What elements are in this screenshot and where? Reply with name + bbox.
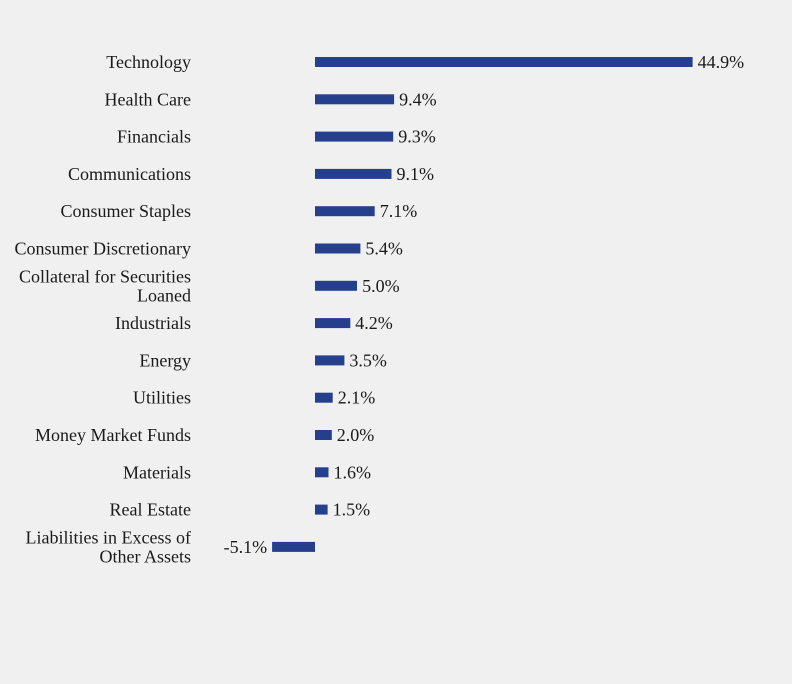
bar-financials (315, 131, 394, 142)
value-label-money-market-funds: 2.0% (337, 425, 375, 445)
category-label-industrials: Industrials (115, 313, 191, 333)
bar-communications (315, 168, 392, 179)
category-label-energy: Energy (139, 350, 191, 370)
category-label-line: Loaned (137, 285, 191, 305)
value-label-industrials: 4.2% (355, 313, 393, 333)
bar-real-estate (315, 504, 328, 515)
value-label-consumer-discretionary: 5.4% (365, 239, 403, 259)
category-label-money-market-funds: Money Market Funds (35, 425, 191, 445)
category-label-line: Materials (123, 462, 191, 482)
bar-technology (315, 57, 693, 67)
bar-consumer-staples (315, 206, 375, 217)
bar-industrials (315, 318, 351, 329)
value-labels-group: 44.9% 9.4% 9.3% 9.1% 7.1% 5.4% 5.0% 4.2% 3.5% 2.1… (224, 52, 745, 557)
category-label-line: Utilities (133, 388, 191, 408)
bar-money-market-funds (315, 430, 332, 440)
value-label-communications: 9.1% (397, 164, 435, 184)
category-label-technology: Technology (106, 52, 191, 72)
category-label-consumer-staples: Consumer Staples (61, 201, 192, 221)
value-label-liabilities-in-excess-of-other-assets: -5.1% (224, 537, 268, 557)
category-label-line: Liabilities in Excess of (26, 527, 191, 547)
category-label-line: Financials (117, 127, 191, 147)
bar-liabilities-in-excess-of-other-assets (272, 541, 315, 552)
value-label-technology: 44.9% (698, 52, 745, 72)
category-label-line: Energy (139, 350, 191, 370)
value-label-energy: 3.5% (349, 350, 387, 370)
value-label-financials: 9.3% (398, 127, 436, 147)
category-labels-group: Technology Health Care Financials Communica… (15, 52, 191, 566)
value-label-health-care: 9.4% (399, 89, 437, 109)
category-label-line: Other Assets (100, 546, 192, 566)
category-label-line: Consumer Discretionary (15, 239, 191, 259)
category-label-line: Real Estate (110, 500, 191, 520)
category-label-health-care: Health Care (105, 89, 191, 109)
bars-group (272, 57, 693, 552)
bar-collateral-for-securities-loaned (315, 280, 357, 291)
category-label-financials: Financials (117, 127, 191, 147)
category-label-consumer-discretionary: Consumer Discretionary (15, 239, 191, 259)
bar-utilities (315, 392, 333, 403)
category-label-liabilities-in-excess-of-other-assets: Liabilities in Excess of Other Assets (26, 527, 191, 566)
bar-consumer-discretionary (315, 243, 361, 254)
category-label-line: Collateral for Securities (19, 266, 191, 286)
value-label-utilities: 2.1% (338, 388, 376, 408)
bar-materials (315, 467, 329, 478)
category-label-communications: Communications (68, 164, 191, 184)
value-label-consumer-staples: 7.1% (380, 201, 418, 221)
category-label-real-estate: Real Estate (110, 500, 191, 520)
value-label-real-estate: 1.5% (333, 500, 371, 520)
category-label-line: Industrials (115, 313, 191, 333)
category-label-materials: Materials (123, 462, 191, 482)
category-label-line: Technology (106, 52, 191, 72)
value-label-materials: 1.6% (334, 462, 372, 482)
category-label-line: Money Market Funds (35, 425, 191, 445)
category-label-line: Consumer Staples (61, 201, 192, 221)
value-label-collateral-for-securities-loaned: 5.0% (362, 276, 400, 296)
category-label-line: Communications (68, 164, 191, 184)
bar-energy (315, 355, 345, 366)
bar-health-care (315, 94, 395, 105)
category-label-collateral-for-securities-loaned: Collateral for Securities Loaned (19, 266, 191, 305)
category-label-utilities: Utilities (133, 388, 191, 408)
category-label-line: Health Care (105, 89, 191, 109)
